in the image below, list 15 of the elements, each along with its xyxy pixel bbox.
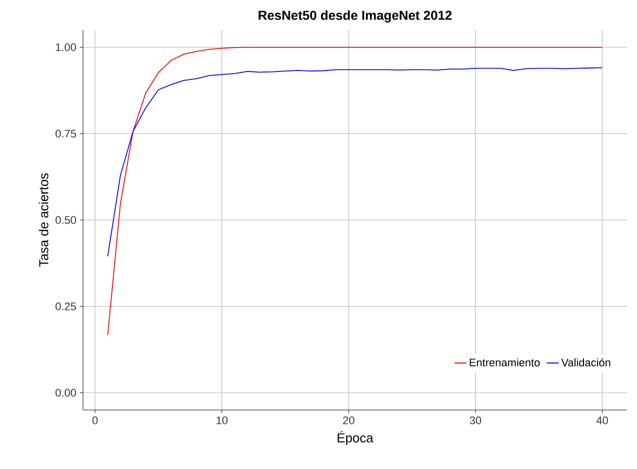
x-tick-label: 40 xyxy=(596,416,608,424)
y-tick-label: 0.00 xyxy=(56,388,76,397)
legend-label: Validación xyxy=(561,358,610,366)
y-tick-label: 1.00 xyxy=(56,43,76,52)
x-axis-title: Época xyxy=(338,431,374,446)
x-tick-label: 20 xyxy=(343,416,354,424)
legend-label: Entrenamiento xyxy=(470,358,540,366)
x-tick-label: 30 xyxy=(470,416,482,424)
x-tick-label: 10 xyxy=(216,416,228,424)
x-tick-label: 0 xyxy=(92,416,98,424)
y-tick-label: 0.50 xyxy=(56,216,76,224)
y-axis-title: Tasa de aciertos xyxy=(38,173,48,267)
y-tick-label: 0.75 xyxy=(56,130,76,138)
chart-title: ResNet50 desde ImageNet 2012 xyxy=(258,10,452,22)
y-tick-label: 0.25 xyxy=(56,302,76,310)
